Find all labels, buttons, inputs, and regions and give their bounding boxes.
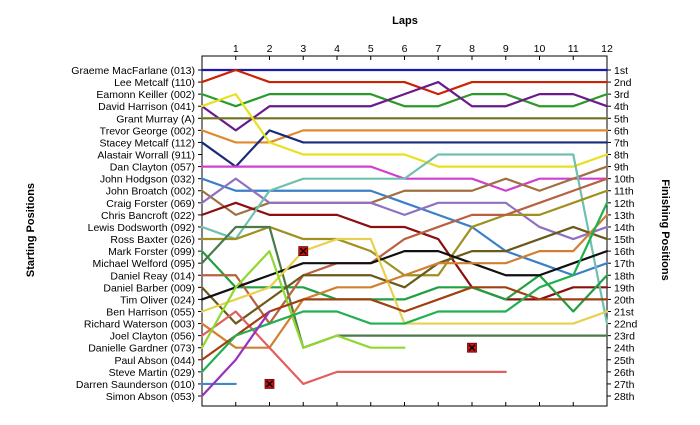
driver-label-2: Lee Metcalf (110) (114, 77, 195, 89)
finishing-label-3: 3rd (614, 89, 629, 101)
driver-label-15: Ross Baxter (026) (110, 234, 195, 246)
finishing-label-15: 15th (614, 234, 635, 246)
driver-label-23: Joel Clayton (056) (110, 331, 195, 343)
finishing-label-6: 6th (614, 125, 629, 137)
series-line-19 (200, 225, 609, 325)
finishing-label-5: 5th (614, 113, 629, 125)
finishing-label-16: 16th (614, 246, 635, 258)
finishing-label-14: 14th (614, 222, 635, 234)
y-axis-title-right: Finishing Positions (659, 179, 671, 280)
finishing-label-21: 21st (614, 306, 634, 318)
driver-label-21: Ben Harrison (055) (106, 306, 195, 318)
lap-label-8: 8 (469, 43, 475, 55)
driver-label-17: Michael Welford (095) (92, 258, 195, 270)
series-line-14 (200, 153, 609, 325)
driver-label-28: Simon Abson (053) (106, 391, 195, 403)
series-line-8 (200, 93, 609, 168)
driver-label-7: Stacey Metcalf (112) (99, 137, 195, 149)
finishing-label-12: 12th (614, 198, 635, 210)
finishing-label-26: 26th (614, 367, 635, 379)
finishing-label-27: 27th (614, 379, 635, 391)
driver-label-27: Darren Saunderson (010) (76, 379, 195, 391)
driver-label-9: Dan Clayton (057) (110, 162, 195, 174)
lap-label-10: 10 (534, 43, 546, 55)
driver-label-6: Trevor George (002) (100, 125, 195, 137)
series-line-4 (200, 80, 609, 132)
lap-label-5: 5 (368, 43, 374, 55)
lap-label-3: 3 (300, 43, 306, 55)
finishing-label-1: 1st (614, 65, 628, 77)
finishing-label-9: 9th (614, 162, 629, 174)
driver-label-22: Richard Waterson (003) (84, 319, 195, 331)
lap-label-12: 12 (601, 43, 613, 55)
finishing-label-19: 19th (614, 282, 635, 294)
driver-label-13: Chris Bancroft (022) (101, 210, 195, 222)
driver-label-24: Danielle Gardner (073) (88, 343, 195, 355)
series-line-26 (200, 201, 609, 373)
driver-label-4: David Harrison (041) (98, 101, 195, 113)
driver-label-8: Alastair Worrall (911) (97, 150, 195, 162)
plot-frame (201, 55, 608, 407)
x-axis-title: Laps (392, 15, 418, 27)
y-axis-title-left: Starting Positions (25, 183, 37, 277)
lap-label-1: 1 (233, 43, 239, 55)
finishing-label-24: 24th (614, 343, 635, 355)
finishing-label-8: 8th (614, 150, 629, 162)
series-line-28 (200, 310, 271, 398)
driver-label-11: John Broatch (002) (106, 186, 195, 198)
driver-label-12: Craig Forster (069) (106, 198, 195, 210)
finishing-label-2: 2nd (614, 77, 632, 89)
finishing-label-20: 20th (614, 294, 635, 306)
driver-label-20: Tim Oliver (024) (120, 294, 195, 306)
driver-label-5: Grant Murray (A) (116, 113, 195, 125)
driver-label-19: Daniel Barber (009) (103, 282, 195, 294)
lap-label-6: 6 (402, 43, 408, 55)
finishing-label-22: 22nd (614, 319, 638, 331)
retirement-marker-3 (298, 246, 309, 257)
retirement-cross-b-2 (266, 380, 273, 388)
finishing-label-7: 7th (614, 137, 629, 149)
finishing-label-25: 25th (614, 355, 635, 367)
retirement-cross-b-1 (468, 344, 476, 352)
series-line-2 (200, 68, 609, 96)
retirement-cross-b-3 (299, 247, 307, 255)
finishing-label-13: 13th (614, 210, 635, 222)
driver-label-18: Daniel Reay (014) (110, 270, 195, 282)
series-line-12 (200, 177, 609, 241)
driver-label-26: Steve Martin (029) (109, 367, 195, 379)
driver-label-16: Mark Forster (099) (108, 246, 195, 258)
finishing-label-4: 4th (614, 101, 629, 113)
lap-label-4: 4 (334, 43, 340, 55)
driver-label-25: Paul Abson (044) (114, 355, 195, 367)
driver-label-14: Lewis Dodsworth (092) (88, 222, 195, 234)
retirement-marker-1 (467, 342, 477, 353)
finishing-label-18: 18th (614, 270, 635, 282)
finishing-label-28: 28th (614, 391, 635, 403)
series-line-17 (200, 225, 609, 349)
driver-label-3: Eamonn Keiller (002) (96, 89, 195, 101)
lap-label-9: 9 (503, 43, 509, 55)
lap-label-7: 7 (435, 43, 441, 55)
series-line-24 (200, 250, 406, 349)
driver-label-1: Graeme MacFarlane (013) (71, 65, 195, 77)
series-line-7 (200, 129, 609, 168)
lap-label-11: 11 (568, 43, 579, 55)
series-line-20 (200, 250, 609, 301)
driver-label-10: John Hodgson (032) (100, 174, 195, 186)
finishing-label-17: 17th (614, 258, 635, 270)
finishing-label-10: 10th (614, 174, 635, 186)
retirement-marker-2 (264, 379, 275, 389)
lap-label-2: 2 (267, 43, 273, 55)
finishing-label-23: 23rd (614, 331, 635, 343)
finishing-label-11: 11th (614, 186, 634, 198)
series-line-3 (200, 93, 609, 108)
